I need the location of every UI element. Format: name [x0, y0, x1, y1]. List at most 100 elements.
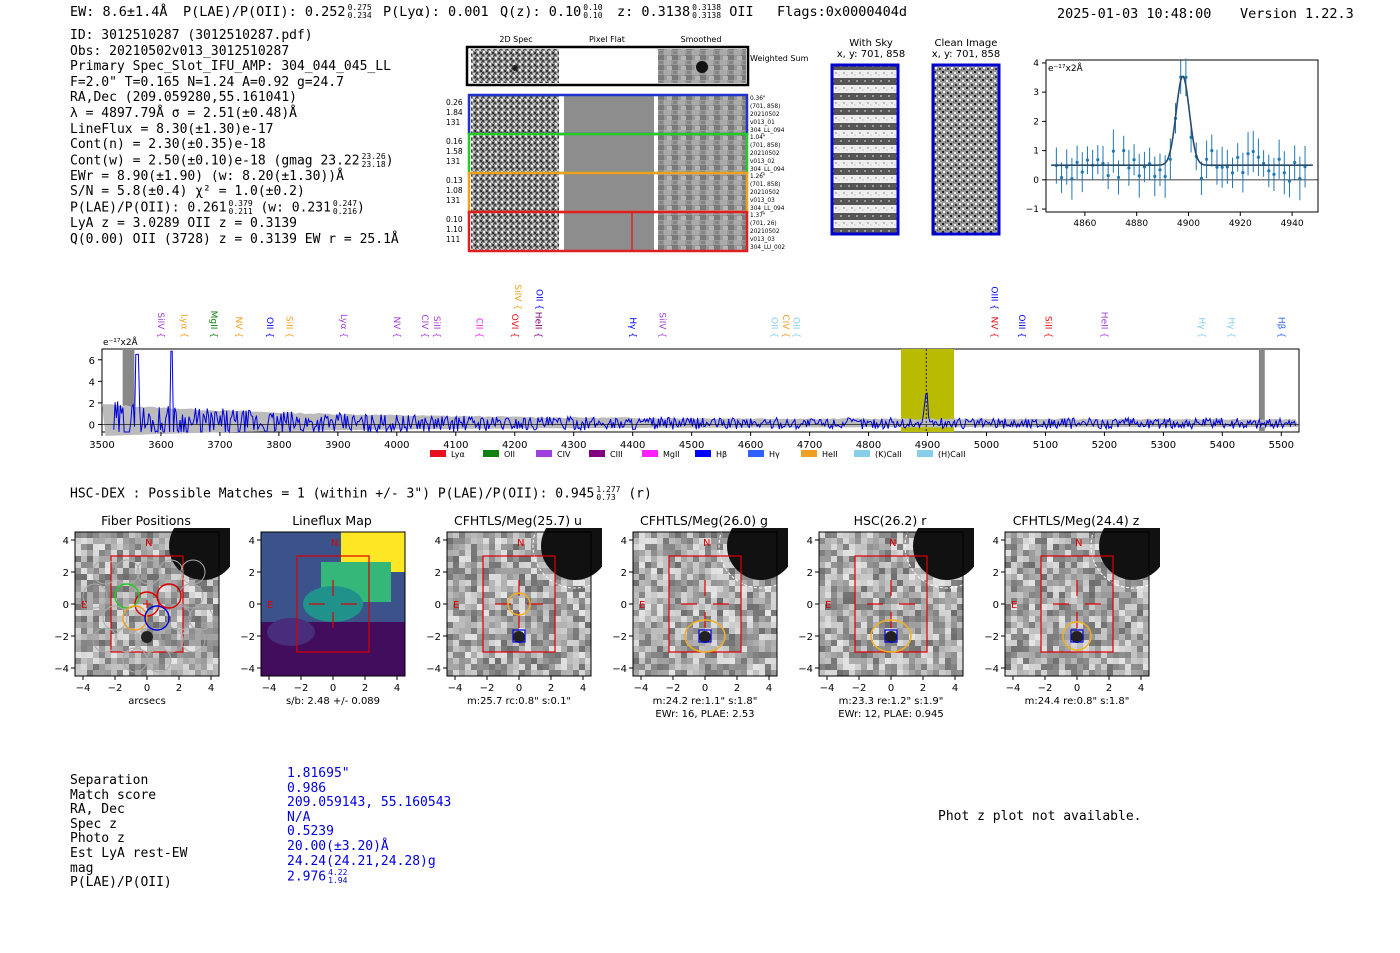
cutout-pixel	[1125, 586, 1132, 593]
cutout-pixel	[549, 616, 556, 623]
cutout-pixel	[1107, 604, 1114, 611]
cutout-pixel	[687, 610, 694, 617]
cutout-pixel	[195, 616, 202, 623]
cutout-pixel	[1095, 616, 1102, 623]
cutout-pixel	[1113, 652, 1120, 659]
cutout-pixel	[1047, 640, 1054, 647]
cutout-pixel	[927, 658, 934, 665]
cutout-pixel	[213, 646, 220, 653]
cutout-pixel	[675, 592, 682, 599]
cutout-pixel	[765, 640, 772, 647]
cutout-pixel	[537, 604, 544, 611]
cutout-pixel	[513, 598, 520, 605]
cutout-pixel	[819, 622, 826, 629]
emission-line-label: SiIV {	[656, 312, 666, 338]
cutout-pixel	[849, 640, 856, 647]
cutout-pixel	[903, 562, 910, 569]
cutout-pixel	[1053, 616, 1060, 623]
cutout-pixel	[891, 550, 898, 557]
cutout-pixel	[453, 646, 460, 653]
cutout-pixel	[1131, 580, 1138, 587]
emission-line-label: OVI {	[509, 314, 519, 338]
cutout-pixel	[723, 640, 730, 647]
cutout-pixel	[483, 562, 490, 569]
line-fit-point	[1106, 174, 1110, 178]
cutout-pixel	[909, 538, 916, 545]
cutout-pixel	[753, 610, 760, 617]
cutout-pixel	[687, 592, 694, 599]
cutout-pixel	[1083, 634, 1090, 641]
cutout-pixel	[1005, 568, 1012, 575]
cutout-pixel	[495, 574, 502, 581]
cutout-pixel	[555, 658, 562, 665]
cutout-pixel	[849, 634, 856, 641]
cutout-pixel	[111, 580, 118, 587]
cutout-pixel	[939, 604, 946, 611]
cutout-pixel	[1065, 586, 1072, 593]
cutout-pixel	[1041, 532, 1048, 539]
cutout-pixel	[531, 580, 538, 587]
cutout-pixel	[519, 622, 526, 629]
cutout-pixel	[177, 622, 184, 629]
cutout-pixel	[933, 610, 940, 617]
cutout-pixel	[921, 670, 928, 677]
cutout-pixel	[1005, 658, 1012, 665]
cutout-pixel	[519, 574, 526, 581]
cutout-pixel	[1017, 622, 1024, 629]
cutout-pixel	[699, 544, 706, 551]
cutout-pixel	[1041, 550, 1048, 557]
cutout-pixel	[195, 598, 202, 605]
legend-swatch	[695, 450, 711, 457]
spec2d-row-meta: v013_01	[750, 120, 775, 126]
cutout-pixel	[507, 574, 514, 581]
cutout-pixel	[753, 640, 760, 647]
cutout-pixel	[585, 610, 592, 617]
cutout-pixel	[879, 658, 886, 665]
cutout-pixel	[1035, 652, 1042, 659]
cutout-pixel	[171, 592, 178, 599]
cutout-pixel	[765, 634, 772, 641]
cutout-pixel	[459, 640, 466, 647]
cutout-pixel	[921, 610, 928, 617]
cutout-pixel	[471, 658, 478, 665]
cutout-pixel	[477, 664, 484, 671]
cutout-pixel	[99, 640, 106, 647]
cutout-pixel	[105, 670, 112, 677]
cutout-pixel	[1011, 640, 1018, 647]
cutout-pixel	[951, 622, 958, 629]
cutout-pixel	[135, 538, 142, 545]
cutout-pixel	[513, 592, 520, 599]
cutout-pixel	[651, 658, 658, 665]
cutout-pixel	[831, 562, 838, 569]
cutout-pixel	[855, 592, 862, 599]
cutout-pixel	[99, 532, 106, 539]
cutout-pixel	[141, 646, 148, 653]
cutout-pixel	[117, 610, 124, 617]
cutout-pixel	[1137, 610, 1144, 617]
match-summary-text: HSC-DEX : Possible Matches = 1 (within +…	[70, 486, 595, 502]
cutout-pixel	[519, 592, 526, 599]
clean-image-title: Clean Image	[934, 38, 998, 49]
cutout-pixel	[1029, 664, 1036, 671]
cutout-pixel	[855, 604, 862, 611]
cutout-pixel	[849, 670, 856, 677]
cutout-pixel	[75, 544, 82, 551]
cutout-pixel	[1143, 664, 1150, 671]
cutout-pixel	[1083, 628, 1090, 635]
cutout-pixel	[87, 646, 94, 653]
cutout-pixel	[567, 670, 574, 677]
cutout-pixel	[519, 538, 526, 545]
cutout-pixel	[741, 598, 748, 605]
cutout-pixel	[1107, 634, 1114, 641]
cutout-pixel	[633, 538, 640, 545]
cutout-pixel	[927, 652, 934, 659]
cutout-pixel	[885, 586, 892, 593]
cutout-pixel	[75, 634, 82, 641]
spec2d-row-meta: (701, 858)	[750, 104, 780, 110]
cutout-pixel	[561, 586, 568, 593]
cutout-pixel	[75, 658, 82, 665]
cutout-pixel	[471, 598, 478, 605]
cutout-ytick-label: −4	[241, 664, 255, 675]
cutout-pixel	[447, 580, 454, 587]
cutout-pixel	[573, 652, 580, 659]
